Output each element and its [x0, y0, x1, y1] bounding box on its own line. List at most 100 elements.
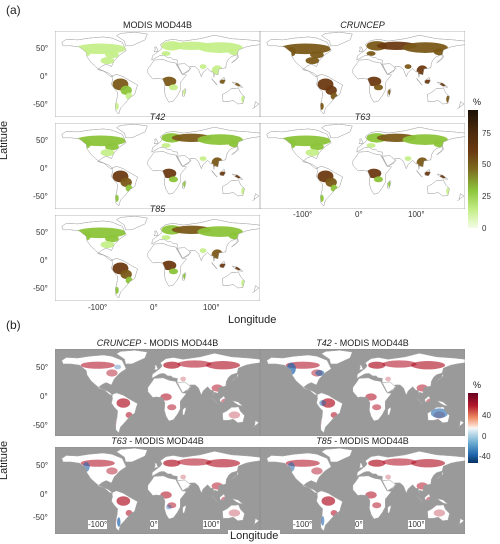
- coastline: [222, 87, 245, 105]
- coastline: [382, 155, 397, 167]
- map-panel-cruncep-diff: [55, 349, 260, 436]
- coastline: [321, 448, 353, 463]
- coastline: [266, 452, 332, 494]
- coastline: [457, 420, 465, 428]
- positive-difference-patch: [311, 467, 323, 475]
- colorbar-b: [468, 393, 478, 463]
- colorbar-tick: -40: [479, 452, 491, 461]
- coastline: [153, 230, 159, 237]
- forest-cover-patch: [105, 235, 119, 243]
- panel-title-text: MODIS MOD44B: [122, 20, 192, 30]
- panel-title-text: - MODIS MOD44B: [141, 338, 219, 348]
- coastline: [116, 124, 148, 138]
- coastline: [61, 36, 127, 77]
- coastline: [151, 353, 260, 396]
- coastline: [416, 494, 423, 502]
- coastline: [316, 74, 343, 115]
- forest-cover-patch: [161, 51, 171, 56]
- coastline: [116, 350, 148, 365]
- coastline: [219, 169, 226, 176]
- coastline: [424, 493, 431, 501]
- coastline: [387, 88, 392, 97]
- x-axis-title-b: Longitude: [228, 530, 281, 542]
- forest-cover-patch: [105, 143, 119, 151]
- coastline: [266, 128, 332, 169]
- coastline: [358, 46, 364, 53]
- forest-cover-patch: [183, 89, 186, 96]
- positive-difference-patch: [433, 509, 446, 517]
- y-tick: -50°: [33, 100, 48, 109]
- coastline: [358, 463, 364, 469]
- coastline: [424, 169, 431, 176]
- forest-cover-patch: [366, 51, 376, 56]
- coastline: [427, 406, 450, 423]
- forest-cover-patch: [404, 64, 412, 69]
- positive-difference-patch: [167, 502, 177, 509]
- y-tick: 50°: [36, 461, 49, 470]
- panel-title-italic: T42: [316, 338, 332, 348]
- map-svg: [260, 31, 465, 117]
- forest-cover-patch: [228, 48, 241, 56]
- negative-difference-patch: [315, 370, 325, 376]
- map-svg: [55, 215, 260, 301]
- panel-title-t42: T42: [55, 112, 260, 122]
- positive-difference-patch: [180, 376, 186, 382]
- coastline: [116, 448, 148, 463]
- forest-cover-patch: [100, 241, 115, 249]
- y-tick: 50°: [36, 363, 49, 372]
- coastline: [436, 470, 444, 480]
- coastline: [321, 350, 353, 365]
- panel-title-t63: T63: [260, 112, 465, 122]
- forest-cover-patch: [310, 51, 324, 59]
- coastline: [424, 395, 431, 403]
- coastline: [111, 258, 138, 299]
- map-svg: [55, 349, 260, 436]
- x-tick: 0°: [355, 520, 363, 529]
- coastline: [222, 504, 245, 521]
- coastline: [231, 238, 239, 248]
- forest-cover-patch: [433, 140, 446, 148]
- coastline: [436, 372, 444, 382]
- y-tick: 0°: [40, 490, 48, 499]
- y-tick: 50°: [36, 44, 49, 53]
- coastline: [436, 498, 449, 505]
- y-tick: 50°: [36, 228, 49, 237]
- coastline: [416, 170, 423, 178]
- coastline: [352, 151, 392, 195]
- map-svg: [55, 123, 260, 209]
- x-tick: 100°: [408, 210, 425, 219]
- y-axis-title-b: Latitude: [0, 440, 10, 480]
- panel-title-text: - MODIS MOD44B: [331, 436, 409, 446]
- coastline: [424, 77, 431, 84]
- coastline: [266, 36, 332, 77]
- coastline: [316, 490, 343, 532]
- coastline: [427, 504, 450, 521]
- coastline: [111, 74, 138, 115]
- coastline: [151, 35, 260, 78]
- positive-difference-patch: [177, 360, 212, 368]
- coastline: [211, 78, 218, 86]
- map-panel-t85: [55, 215, 260, 301]
- coastline: [177, 381, 192, 394]
- coastline: [416, 396, 423, 404]
- x-tick: -100°: [88, 303, 108, 312]
- positive-difference-patch: [106, 369, 118, 377]
- map-svg: [260, 447, 465, 534]
- colorbar-tick: 75: [482, 129, 491, 138]
- negative-difference-patch: [319, 400, 327, 406]
- map-panel-t42-diff: [260, 349, 465, 436]
- x-tick: 100°: [203, 520, 220, 529]
- forest-cover-patch: [199, 156, 207, 161]
- map-panel-cruncep: [260, 31, 465, 117]
- forest-cover-patch: [373, 176, 383, 183]
- positive-difference-patch: [106, 467, 118, 475]
- panel-title-italic: T42: [149, 112, 166, 122]
- forest-cover-patch: [100, 149, 115, 157]
- panel-title-t42-diff: T42 - MODIS MOD44B: [260, 338, 465, 348]
- coastline: [231, 400, 244, 407]
- coastline: [211, 170, 218, 178]
- y-tick: -50°: [33, 513, 48, 522]
- coastline: [116, 216, 148, 230]
- panel-title-italic: T63: [111, 436, 127, 446]
- coastline: [252, 285, 260, 293]
